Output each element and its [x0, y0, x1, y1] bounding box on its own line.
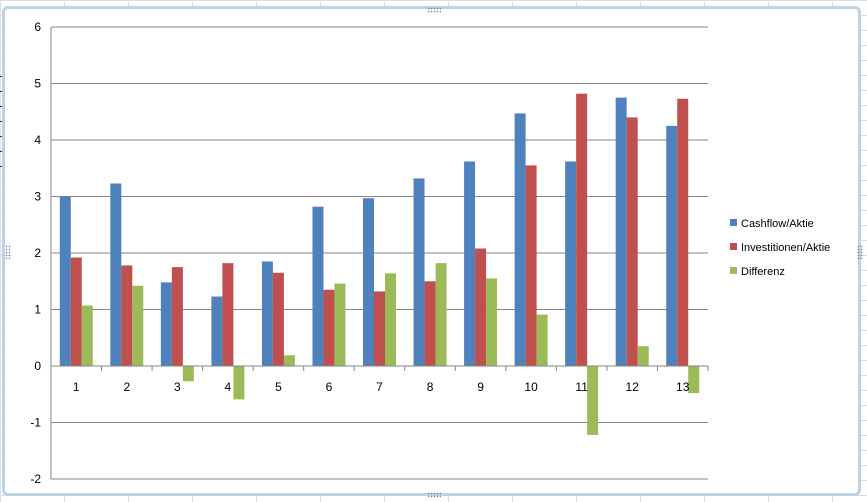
y-tick-label: 2: [34, 246, 41, 260]
bar: [424, 281, 436, 366]
bar: [576, 93, 588, 367]
bar: [261, 261, 273, 366]
x-tick-label: 7: [376, 380, 383, 394]
x-tick-label: 12: [626, 380, 640, 394]
y-tick-label: 1: [34, 303, 41, 317]
legend-label: Cashflow/Aktie: [741, 218, 814, 230]
legend-swatch: [730, 219, 737, 226]
bar: [312, 206, 324, 366]
bar: [70, 257, 82, 366]
bar: [475, 248, 487, 366]
y-tick-label: 3: [34, 190, 41, 204]
y-tick-label: -2: [30, 472, 41, 486]
legend-swatch: [730, 243, 737, 250]
resize-handle-right[interactable]: [857, 245, 863, 259]
x-tick-label: 1: [73, 380, 80, 394]
bar: [385, 273, 396, 366]
resize-handle-top[interactable]: [427, 7, 441, 13]
bar: [233, 366, 245, 400]
bar: [514, 113, 526, 366]
x-tick-label: 8: [427, 380, 434, 394]
legend-label: Investitionen/Aktie: [741, 242, 830, 254]
x-tick-label: 9: [477, 380, 484, 394]
chart-object[interactable]: 6 5 4 3 2 1 0 -1 -2 1 2 3 4 5 6 7 8 9 10 11 12 13 Cashflow/Akt…: [2, 6, 861, 496]
bar: [211, 296, 223, 366]
legend-label: Differenz: [741, 266, 785, 278]
x-tick-label: 6: [326, 380, 333, 394]
bar: [59, 196, 71, 366]
bar: [160, 282, 172, 366]
bar: [334, 283, 346, 366]
y-tick-label: 4: [34, 133, 41, 147]
bar: [283, 355, 295, 366]
bar: [688, 366, 700, 394]
y-tick-label: 6: [34, 20, 41, 34]
bar: [626, 117, 638, 367]
bar: [637, 346, 649, 366]
bar: [464, 161, 476, 366]
y-tick-label: 0: [34, 359, 41, 373]
bar: [171, 267, 183, 366]
x-tick-label: 2: [123, 380, 130, 394]
x-tick-label: 4: [225, 380, 232, 394]
bar: [525, 165, 537, 366]
bar: [81, 305, 93, 366]
bar: [132, 285, 144, 366]
bar: [435, 263, 447, 366]
bar: [677, 98, 689, 366]
x-tick-label: 10: [524, 380, 538, 394]
bar: [110, 183, 122, 366]
resize-handle-bottom[interactable]: [427, 492, 441, 498]
x-tick-label: 3: [174, 380, 181, 394]
bar: [222, 263, 234, 366]
bar: [615, 97, 627, 366]
bar: [536, 314, 548, 366]
legend-swatch: [730, 267, 737, 274]
bar: [486, 278, 498, 366]
resize-handle-left[interactable]: [5, 245, 11, 259]
bar: [413, 178, 425, 366]
bar: [272, 272, 284, 366]
bar: [323, 289, 335, 366]
bar: [565, 161, 577, 366]
bar: [182, 366, 194, 382]
bar: [363, 198, 374, 366]
x-tick-label: 11: [575, 380, 588, 394]
x-tick-label: 13: [676, 380, 690, 394]
x-tick-label: 5: [275, 380, 282, 394]
bar: [666, 125, 678, 366]
y-tick-label: 5: [34, 77, 41, 91]
bar: [121, 265, 133, 366]
y-tick-label: -1: [30, 416, 41, 430]
bar: [374, 291, 385, 366]
bar: [587, 366, 599, 435]
